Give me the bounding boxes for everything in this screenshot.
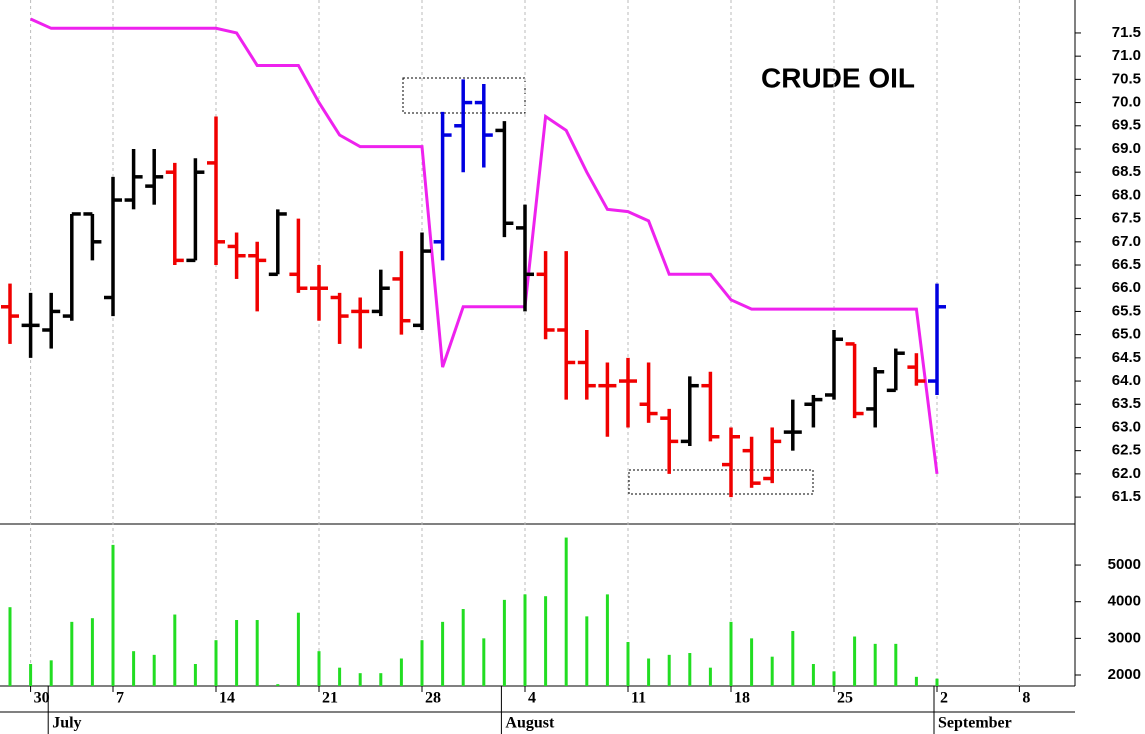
month-label: September <box>938 715 1012 732</box>
volume-bar <box>90 618 94 686</box>
y-tick-label: 63.0 <box>1112 418 1141 435</box>
volume-bar <box>894 643 898 686</box>
volume-bar <box>379 673 383 686</box>
y-tick-label: 69.5 <box>1112 117 1141 134</box>
month-label: July <box>52 715 81 732</box>
y-tick-label: 66.0 <box>1112 279 1141 296</box>
volume-bar <box>173 614 177 686</box>
y-tick-label: 64.5 <box>1112 349 1141 366</box>
x-tick-label: 11 <box>631 690 646 707</box>
volume-bar <box>461 609 465 686</box>
volume-bar <box>708 667 712 686</box>
y-tick-label: 70.5 <box>1112 70 1141 87</box>
volume-bar <box>358 673 362 686</box>
volume-bar <box>132 651 136 686</box>
volume-bar <box>853 636 857 686</box>
volume-bar <box>482 638 486 686</box>
y-tick-label: 67.5 <box>1112 210 1141 227</box>
volume-bar <box>193 664 197 686</box>
volume-bar <box>523 594 527 686</box>
x-tick-label: 7 <box>116 690 124 707</box>
y-tick-label: 3000 <box>1108 629 1141 646</box>
volume-bar <box>49 660 53 686</box>
volume-bar <box>750 638 754 686</box>
volume-bar <box>235 620 239 686</box>
y-tick-label: 2000 <box>1108 666 1141 683</box>
volume-bar <box>317 651 321 686</box>
y-tick-label: 71.0 <box>1112 47 1141 64</box>
x-tick-label: 21 <box>322 690 338 707</box>
y-tick-label: 71.5 <box>1112 24 1141 41</box>
y-tick-label: 66.5 <box>1112 256 1141 273</box>
y-tick-label: 61.5 <box>1112 488 1141 505</box>
y-tick-label: 62.5 <box>1112 442 1141 459</box>
volume-bar <box>255 620 259 686</box>
highlight-box <box>628 469 814 495</box>
volume-bar <box>935 678 939 686</box>
volume-bar <box>111 544 115 686</box>
volume-bar <box>873 643 877 686</box>
volume-bar <box>688 653 692 686</box>
volume-bar <box>214 640 218 686</box>
x-tick-label: 2 <box>940 690 948 707</box>
volume-bar <box>605 594 609 686</box>
volume-bar <box>626 642 630 686</box>
volume-bar <box>29 664 33 686</box>
x-tick-label: 14 <box>219 690 235 707</box>
month-label: August <box>505 715 555 732</box>
volume-bar <box>564 537 568 686</box>
y-tick-label: 63.5 <box>1112 395 1141 412</box>
volume-bar <box>70 621 74 686</box>
y-tick-label: 5000 <box>1108 556 1141 573</box>
y-tick-label: 69.0 <box>1112 140 1141 157</box>
y-tick-label: 65.0 <box>1112 326 1141 343</box>
chart-title: CRUDE OIL <box>761 62 915 93</box>
volume-bar <box>441 621 445 686</box>
volume-bar <box>8 607 12 686</box>
y-tick-label: 65.5 <box>1112 302 1141 319</box>
volume-bar <box>152 654 156 686</box>
x-tick-label: 30 <box>34 690 50 707</box>
volume-bar <box>502 599 506 686</box>
volume-bar <box>811 664 815 686</box>
y-tick-label: 68.5 <box>1112 163 1141 180</box>
x-tick-label: 28 <box>425 690 441 707</box>
volume-bar <box>585 616 589 686</box>
y-tick-label: 62.0 <box>1112 465 1141 482</box>
y-tick-label: 64.0 <box>1112 372 1141 389</box>
volume-bar <box>420 640 424 686</box>
stop-line <box>29 17 939 475</box>
volume-bar <box>544 596 548 686</box>
volume-bar <box>914 676 918 686</box>
volume-bar <box>770 656 774 686</box>
volume-bar <box>791 631 795 686</box>
volume-bar <box>296 612 300 686</box>
x-tick-label: 4 <box>528 690 536 707</box>
volume-bar <box>399 658 403 686</box>
volume-bar <box>647 658 651 686</box>
volume-bar <box>729 621 733 686</box>
x-tick-label: 25 <box>837 690 853 707</box>
y-tick-label: 67.0 <box>1112 233 1141 250</box>
y-tick-label: 68.0 <box>1112 186 1141 203</box>
volume-bar <box>832 671 836 686</box>
y-tick-label: 70.0 <box>1112 94 1141 111</box>
volume-bar <box>276 684 280 686</box>
x-tick-label: 8 <box>1022 690 1030 707</box>
y-tick-label: 4000 <box>1108 593 1141 610</box>
volume-bar <box>667 654 671 686</box>
x-tick-label: 18 <box>734 690 750 707</box>
volume-bar <box>338 667 342 686</box>
